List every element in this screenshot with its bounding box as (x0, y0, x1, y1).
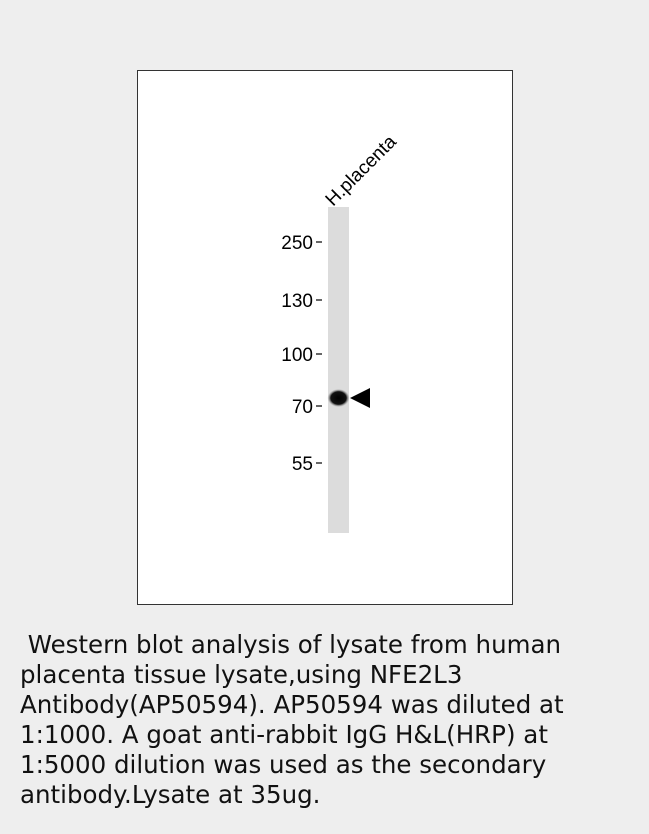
marker-label: 250 (281, 233, 313, 254)
caption-line: Antibody(AP50594). AP50594 was diluted a… (20, 690, 564, 719)
caption-line: antibody.Lysate at 35ug. (20, 780, 321, 809)
blot-frame (137, 70, 513, 605)
caption-line: 1:5000 dilution was used as the secondar… (20, 750, 547, 779)
caption: Western blot analysis of lysate from hum… (20, 630, 645, 810)
band (327, 389, 350, 407)
caption-line: Western blot analysis of lysate from hum… (20, 630, 561, 659)
lane (328, 207, 349, 533)
markers: 250 130 100 70 55 (281, 233, 322, 475)
marker-label: 100 (281, 345, 313, 366)
caption-line: 1:1000. A goat anti-rabbit IgG H&L(HRP) … (20, 720, 548, 749)
caption-line: placenta tissue lysate,using NFE2L3 (20, 660, 463, 689)
band-arrow (350, 388, 370, 408)
marker-label: 70 (292, 397, 313, 418)
marker-label: 130 (281, 291, 313, 312)
marker-label: 55 (292, 454, 313, 475)
